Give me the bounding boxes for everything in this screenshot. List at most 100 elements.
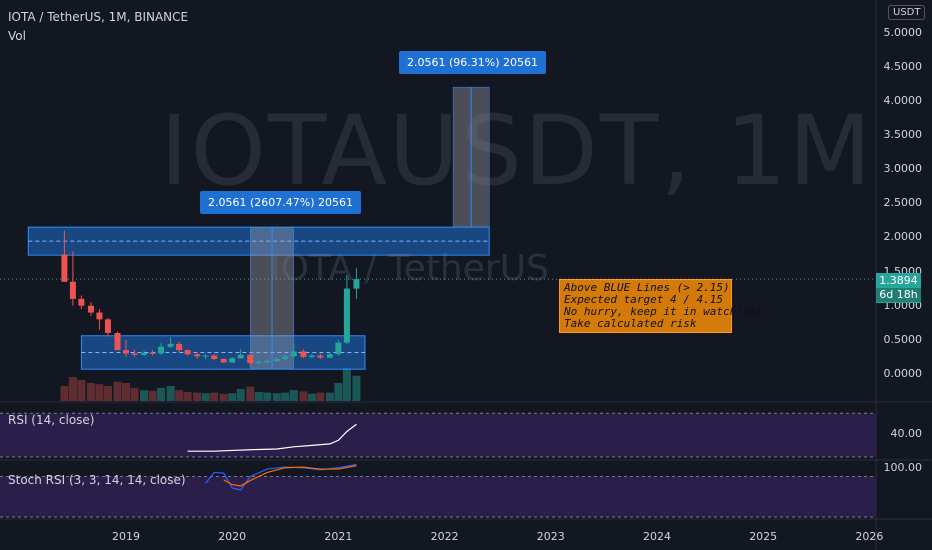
candle-body (220, 358, 227, 363)
volume-bar (210, 392, 219, 401)
candle-body (229, 358, 236, 363)
volume-bar (86, 383, 95, 401)
stoch-rsi-label[interactable]: Stoch RSI (3, 3, 14, 14, close) (8, 473, 186, 487)
chart-title[interactable]: IOTA / TetherUS, 1M, BINANCE (8, 10, 189, 24)
note-line: Above BLUE Lines (> 2.15) (564, 281, 730, 294)
candle-body (282, 356, 289, 359)
candle-body (335, 342, 342, 355)
candle-body (300, 351, 307, 357)
price-tick-label: 0.0000 (883, 367, 923, 380)
candle-body (255, 361, 262, 364)
volume-bar (272, 393, 281, 401)
price-tick-label: 3.0000 (883, 162, 923, 176)
volume-bar (157, 387, 166, 401)
candle-body (211, 355, 218, 359)
price-tick-label: 0.5000 (883, 332, 923, 346)
candle-body (326, 354, 333, 358)
volume-bar (307, 393, 316, 401)
volume-bar (175, 390, 184, 401)
price-tick-label: 4.0000 (883, 93, 923, 107)
volume-bar (246, 386, 255, 401)
note-line: Take calculated risk (564, 317, 697, 330)
stoch-axis-label: 100.00 (883, 461, 923, 474)
volume-bar (342, 368, 351, 401)
volume-bar (316, 392, 325, 401)
volume-bar (289, 390, 298, 401)
candle-body (114, 333, 121, 351)
volume-bar (113, 381, 122, 401)
stoch-band (0, 476, 876, 517)
volume-bar (183, 392, 192, 401)
rsi-axis-label: 40.00 (890, 427, 923, 440)
rsi-line (187, 423, 357, 452)
candlesticks (61, 230, 360, 367)
volume-label[interactable]: Vol (8, 29, 26, 43)
price-tick-label: 3.5000 (883, 127, 923, 141)
volume-bar (140, 390, 149, 401)
candle-body (87, 305, 94, 313)
volume-bar (201, 393, 210, 401)
price-tick-label: 4.5000 (883, 59, 923, 73)
candle-body (158, 346, 165, 354)
stoch-d-line (223, 465, 357, 487)
watermark-pair: IOTA / TetherUS (270, 248, 549, 289)
candle-body (343, 288, 350, 343)
candle-body (273, 358, 280, 362)
time-tick-label: 2019 (112, 530, 140, 543)
time-tick-label: 2024 (643, 530, 671, 543)
candle-body (317, 355, 324, 358)
candle-body (131, 353, 138, 355)
candle-body (78, 298, 85, 306)
candle-body (202, 355, 209, 357)
volume-bar (352, 375, 361, 401)
volume-bar (299, 391, 308, 401)
volume-bar (236, 389, 245, 401)
candle-body (237, 354, 244, 359)
candle-body (194, 354, 201, 357)
measure-label-middle: 2.0561 (2607.47%) 20561 (200, 191, 361, 214)
rsi-band (0, 413, 876, 457)
volume-bar (148, 390, 157, 401)
support-resistance-zone (27, 226, 490, 256)
time-tick-label: 2020 (218, 530, 247, 543)
time-tick-label: 2021 (324, 530, 353, 543)
candle-body (247, 354, 254, 364)
volume-bar (130, 387, 139, 401)
volume-bar (334, 383, 343, 401)
measure-label-top: 2.0561 (96.31%) 20561 (399, 51, 547, 74)
volume-bar (166, 386, 175, 401)
note-line: No hurry, keep it in watchlist. (564, 305, 770, 318)
candle-body (353, 279, 360, 289)
time-tick-label: 2025 (749, 530, 778, 543)
rsi-label[interactable]: RSI (14, close) (8, 413, 95, 427)
currency-unit[interactable]: USDT (888, 5, 926, 20)
candle-body (141, 352, 148, 355)
time-tick-label: 2022 (430, 530, 459, 543)
volume-bars (60, 368, 361, 401)
volume-bar (77, 380, 86, 401)
volume-bar (263, 392, 272, 401)
volume-bar (219, 393, 228, 401)
candle-body (123, 350, 129, 354)
candle-body (104, 319, 111, 334)
time-tick-label: 2026 (855, 530, 884, 543)
candle-body (149, 352, 156, 354)
note-line: Expected target 4 / 4.15 (564, 293, 723, 306)
candle-body (290, 351, 297, 357)
volume-bar (254, 392, 263, 401)
candle-body (69, 281, 76, 299)
annotation-note[interactable]: Above BLUE Lines (> 2.15) Expected targe… (559, 279, 770, 333)
candle-body (264, 361, 271, 363)
price-tick-label: 5.0000 (883, 25, 923, 39)
volume-bar (103, 386, 112, 401)
candle-body (176, 343, 183, 351)
candle-body (96, 312, 103, 320)
candle-body (167, 343, 174, 347)
volume-bar (228, 393, 237, 401)
candle-body (61, 254, 68, 282)
price-tick-label: 2.5000 (883, 196, 923, 210)
volume-bar (68, 377, 77, 401)
volume-bar (95, 384, 104, 401)
